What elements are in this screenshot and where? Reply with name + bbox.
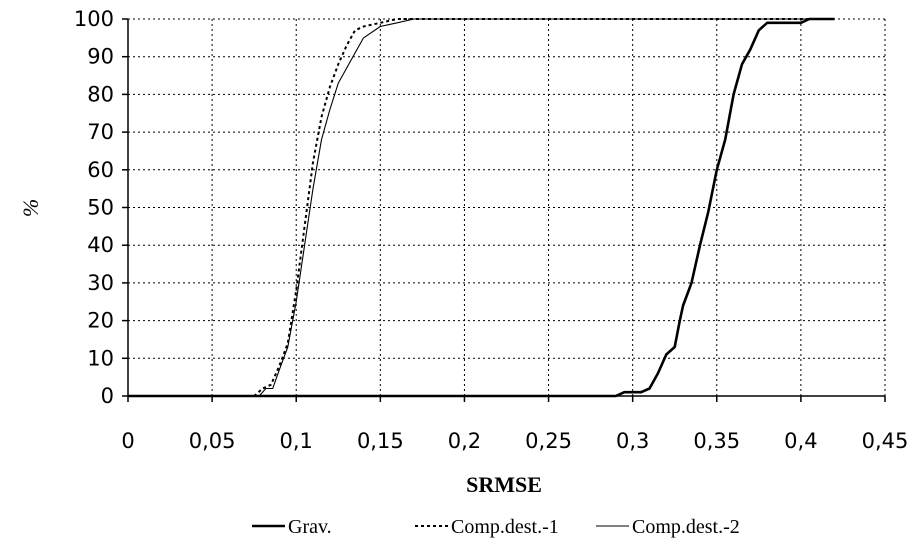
legend: Grav. Comp.dest.-1 Comp.dest.-2 [252,516,740,538]
y-tick-label: 100 [74,7,114,31]
x-tick-label: 0,4 [784,429,817,453]
legend-label-0: Grav. [288,516,332,538]
x-tick-label: 0,3 [616,429,649,453]
x-tick-label: 0 [121,429,134,453]
x-tick-label: 0,2 [448,429,481,453]
x-tick-label: 0,15 [357,429,404,453]
x-tick-label: 0,45 [862,429,909,453]
y-tick-label: 50 [87,196,114,220]
legend-label-1: Comp.dest.-1 [451,516,559,538]
y-tick-label: 0 [101,384,114,408]
x-tick-label: 0,25 [525,429,572,453]
y-tick-label: 90 [87,45,114,69]
y-tick-labels: 0 10 20 30 40 50 60 70 80 90 100 [74,7,114,408]
legend-label-2: Comp.dest.-2 [632,516,740,538]
y-tick-label: 70 [87,120,114,144]
x-tick-label: 0,1 [280,429,313,453]
x-tick-labels: 0 0,05 0,1 0,15 0,2 0,25 0,3 0,35 0,4 0,45 [121,429,908,453]
y-tick-label: 30 [87,271,114,295]
y-tick-label: 60 [87,158,114,182]
axes [122,18,886,402]
y-tick-label: 80 [87,82,114,106]
y-axis-label: % [18,199,43,217]
x-tick-label: 0,05 [189,429,236,453]
x-axis-label: SRMSE [466,472,542,497]
x-tick-label: 0,35 [693,429,740,453]
grid-lines [128,18,886,396]
y-tick-label: 20 [87,309,114,333]
series-line-0 [128,17,835,398]
series-lines [128,17,835,398]
y-tick-label: 10 [87,346,114,370]
y-tick-label: 40 [87,233,114,257]
series-line-2 [128,18,835,397]
series-line-1 [128,18,835,397]
